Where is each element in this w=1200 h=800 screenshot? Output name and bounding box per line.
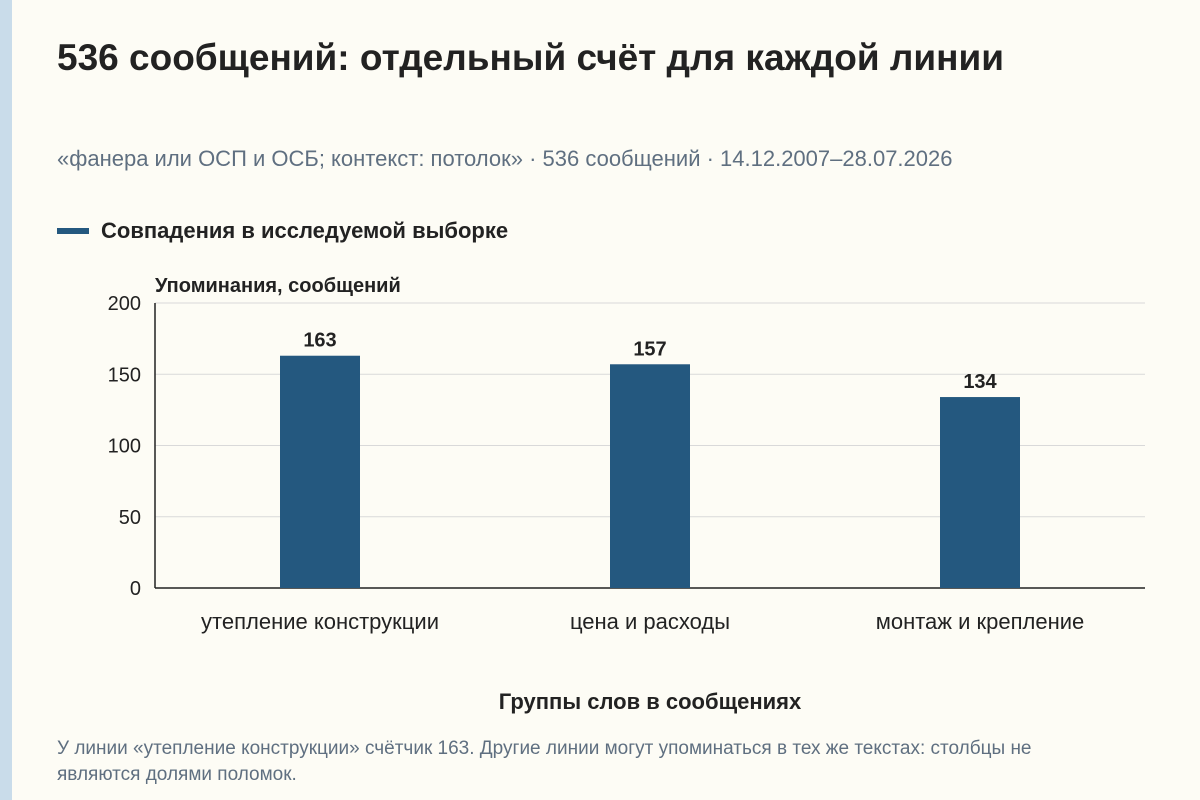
y-tick-label: 50	[119, 507, 141, 529]
footnote: У линии «утепление конструкции» счётчик …	[57, 738, 1032, 785]
x-tick-label: цена и расходы	[570, 609, 730, 634]
y-axis-title: Упоминания, сообщений	[155, 275, 401, 297]
y-tick-label: 100	[108, 436, 141, 458]
y-tick-label: 150	[108, 364, 141, 386]
bar-2	[610, 364, 690, 588]
y-tick-label: 200	[108, 293, 141, 315]
x-axis-title: Группы слов в сообщениях	[499, 689, 802, 714]
bar-3	[940, 397, 1020, 588]
legend-label: Совпадения в исследуемой выборке	[101, 218, 509, 243]
data-label: 157	[633, 338, 666, 360]
x-tick-label: утепление конструкции	[201, 609, 439, 634]
data-label: 163	[303, 330, 336, 352]
page-subtitle: «фанера или ОСП и ОСБ; контекст: потолок…	[57, 146, 953, 171]
data-label: 134	[963, 371, 997, 393]
page-title: 536 сообщений: отдельный счёт для каждой…	[57, 37, 1004, 78]
chart-legend: Совпадения в исследуемой выборке	[57, 218, 508, 244]
legend-swatch	[57, 228, 89, 234]
x-tick-label: монтаж и крепление	[876, 609, 1085, 634]
y-tick-label: 0	[130, 578, 141, 600]
bar-1	[280, 355, 360, 588]
left-accent-bar	[0, 0, 12, 800]
